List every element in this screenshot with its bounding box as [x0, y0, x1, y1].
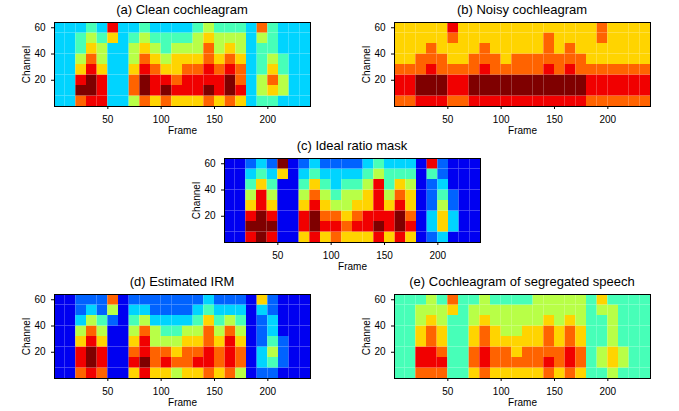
svg-text:20: 20 [374, 74, 386, 85]
html-text:(e) Cochleagram of segregated: (e) Cochleagram of segregated speech [409, 274, 635, 289]
svg-text:50: 50 [272, 250, 284, 261]
svg-text:150: 150 [546, 114, 563, 125]
svg-text:60: 60 [34, 294, 46, 305]
svg-text:Channel: Channel [21, 318, 32, 355]
svg-text:Frame: Frame [338, 261, 367, 272]
svg-text:200: 200 [599, 386, 616, 397]
svg-text:50: 50 [442, 114, 454, 125]
svg-text:40: 40 [204, 184, 216, 195]
svg-text:60: 60 [204, 158, 216, 169]
svg-text:Frame: Frame [508, 125, 537, 136]
svg-text:50: 50 [102, 114, 114, 125]
svg-text:60: 60 [374, 22, 386, 33]
svg-text:Frame: Frame [508, 397, 537, 408]
svg-text:200: 200 [599, 114, 616, 125]
svg-text:40: 40 [374, 48, 386, 59]
svg-text:100: 100 [153, 114, 170, 125]
svg-text:150: 150 [206, 386, 223, 397]
svg-text:20: 20 [34, 346, 46, 357]
svg-text:Channel: Channel [191, 182, 202, 219]
html-text:(c) Ideal ratio mask: (c) Ideal ratio mask [296, 138, 408, 153]
html-text:(a) Clean cochleagram: (a) Clean cochleagram [116, 2, 248, 17]
svg-text:Channel: Channel [21, 46, 32, 83]
svg-text:20: 20 [374, 346, 386, 357]
svg-text:150: 150 [206, 114, 223, 125]
svg-text:50: 50 [442, 386, 454, 397]
svg-text:Channel: Channel [361, 318, 372, 355]
svg-text:Frame: Frame [168, 397, 197, 408]
svg-text:40: 40 [34, 320, 46, 331]
svg-text:100: 100 [493, 386, 510, 397]
svg-text:200: 200 [429, 250, 446, 261]
svg-text:150: 150 [376, 250, 393, 261]
svg-text:100: 100 [323, 250, 340, 261]
svg-text:50: 50 [102, 386, 114, 397]
svg-text:150: 150 [546, 386, 563, 397]
svg-text:60: 60 [34, 22, 46, 33]
svg-text:40: 40 [34, 48, 46, 59]
svg-text:20: 20 [34, 74, 46, 85]
svg-text:40: 40 [374, 320, 386, 331]
svg-text:20: 20 [204, 210, 216, 221]
svg-text:60: 60 [374, 294, 386, 305]
svg-text:200: 200 [259, 386, 276, 397]
svg-text:100: 100 [153, 386, 170, 397]
html-text:(d) Estimated IRM: (d) Estimated IRM [129, 274, 235, 289]
html-text:(b) Noisy cochleagram: (b) Noisy cochleagram [457, 2, 587, 17]
svg-text:200: 200 [259, 114, 276, 125]
svg-text:Channel: Channel [361, 46, 372, 83]
svg-text:100: 100 [493, 114, 510, 125]
svg-text:Frame: Frame [168, 125, 197, 136]
